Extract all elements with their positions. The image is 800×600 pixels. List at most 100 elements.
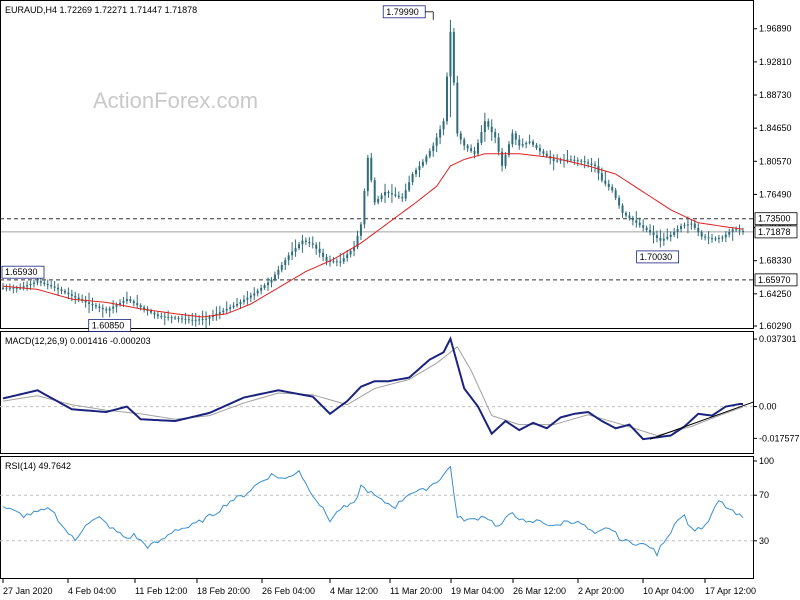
candle-body bbox=[686, 224, 689, 226]
annotation-label: 1.60850 bbox=[92, 320, 125, 330]
candle-body bbox=[112, 306, 115, 309]
candle-body bbox=[143, 307, 146, 310]
candle-body bbox=[456, 82, 459, 134]
candle-body bbox=[225, 308, 228, 311]
x-tick-label: 18 Feb 20:00 bbox=[197, 586, 250, 596]
x-tick-label: 11 Feb 12:00 bbox=[135, 586, 187, 596]
macd-header: MACD(12,26,9) 0.001416 -0.000203 bbox=[5, 336, 151, 346]
candle-body bbox=[174, 317, 177, 319]
candle-body bbox=[483, 121, 486, 133]
candle-body bbox=[74, 295, 77, 298]
candle-body bbox=[717, 237, 720, 239]
candle-body bbox=[476, 142, 479, 154]
candle-body bbox=[673, 231, 676, 235]
candle-body bbox=[229, 307, 232, 309]
candle-body bbox=[466, 145, 469, 149]
candle-body bbox=[404, 190, 407, 199]
candle-body bbox=[325, 256, 328, 261]
candle-body bbox=[346, 254, 349, 259]
candle-body bbox=[2, 287, 4, 289]
x-tick-label: 19 Mar 04:00 bbox=[451, 586, 504, 596]
candle-body bbox=[711, 238, 714, 240]
annotation-box bbox=[636, 250, 680, 264]
level-flag bbox=[754, 225, 798, 239]
level-flag bbox=[754, 273, 798, 287]
candle-body bbox=[497, 137, 500, 152]
candle-body bbox=[242, 299, 245, 302]
candle-body bbox=[363, 191, 366, 225]
candle-body bbox=[521, 144, 524, 146]
candle-body bbox=[738, 230, 741, 232]
price-tick-label: 1.60290 bbox=[759, 321, 792, 331]
candle-body bbox=[373, 180, 376, 203]
candle-body bbox=[439, 129, 442, 138]
candle-body bbox=[380, 195, 383, 199]
annotation-label: 1.65930 bbox=[5, 267, 38, 277]
candle-body bbox=[12, 287, 15, 289]
x-tick-label: 26 Feb 04:00 bbox=[262, 586, 315, 596]
rsi-line bbox=[2, 465, 744, 558]
candle-body bbox=[84, 300, 87, 303]
candle-body bbox=[115, 304, 118, 307]
candle-body bbox=[125, 299, 128, 302]
candle-body bbox=[607, 183, 610, 188]
macd-panel bbox=[0, 331, 754, 454]
candle-body bbox=[332, 261, 335, 263]
candle-body bbox=[263, 285, 266, 288]
candle-body bbox=[39, 281, 42, 283]
candle-body bbox=[600, 173, 603, 181]
candle-body bbox=[387, 191, 390, 194]
candle-body bbox=[649, 230, 652, 233]
candle-body bbox=[597, 165, 600, 174]
candle-body bbox=[604, 180, 607, 184]
candle-body bbox=[463, 139, 466, 146]
candle-body bbox=[704, 236, 707, 238]
candle-body bbox=[573, 159, 576, 161]
candle-body bbox=[167, 316, 170, 318]
candle-body bbox=[728, 231, 731, 235]
candle-body bbox=[105, 309, 108, 311]
price-tick-label: 1.80570 bbox=[759, 156, 792, 166]
candle-body bbox=[15, 287, 18, 289]
candle-body bbox=[298, 244, 300, 248]
candle-body bbox=[731, 229, 734, 232]
candle-body bbox=[559, 160, 562, 162]
candle-body bbox=[411, 174, 414, 183]
candle-body bbox=[156, 314, 159, 317]
candle-body bbox=[724, 234, 727, 238]
candle-body bbox=[70, 294, 73, 296]
price-header: EURAUD,H4 1.72269 1.72271 1.71447 1.7187… bbox=[5, 5, 197, 15]
candle-body bbox=[311, 243, 314, 245]
candle-body bbox=[163, 316, 166, 318]
candle-body bbox=[239, 301, 242, 304]
price-tick-label: 1.76490 bbox=[759, 189, 792, 199]
candle-body bbox=[339, 261, 342, 263]
candle-body bbox=[666, 236, 669, 239]
candle-body bbox=[401, 197, 404, 199]
candle-body bbox=[487, 121, 490, 127]
candle-body bbox=[621, 205, 624, 214]
candle-body bbox=[308, 241, 311, 244]
candle-body bbox=[594, 164, 596, 166]
candle-body bbox=[184, 318, 187, 320]
candle-body bbox=[697, 227, 700, 233]
candle-body bbox=[46, 283, 49, 286]
macd-line bbox=[2, 335, 743, 441]
level-flag bbox=[754, 212, 798, 226]
price-tick-label: 1.84650 bbox=[759, 123, 792, 133]
x-tick-label: 4 Feb 04:00 bbox=[68, 586, 116, 596]
candle-body bbox=[294, 247, 297, 252]
candle-body bbox=[504, 155, 507, 166]
candle-body bbox=[507, 144, 510, 156]
candle-body bbox=[284, 260, 287, 266]
candle-body bbox=[587, 162, 590, 164]
x-tick-label: 27 Jan 2020 bbox=[3, 586, 53, 596]
candle-body bbox=[576, 160, 579, 162]
candle-body bbox=[322, 252, 325, 257]
candle-body bbox=[280, 265, 283, 270]
candle-body bbox=[50, 285, 53, 287]
candle-body bbox=[301, 240, 304, 245]
candle-body bbox=[635, 220, 638, 223]
candle-body bbox=[707, 237, 710, 239]
